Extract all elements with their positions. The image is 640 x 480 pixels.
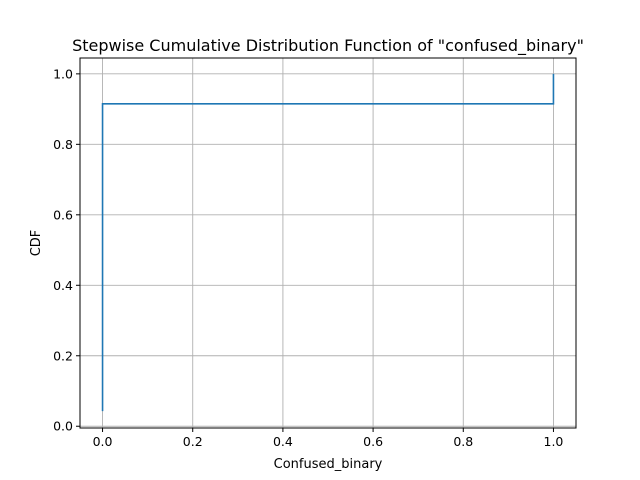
x-tick-label: 0.6 [363, 434, 383, 449]
y-tick-label: 0.4 [53, 278, 73, 293]
x-axis-label: Confused_binary [274, 457, 383, 472]
y-tick-label: 1.0 [53, 66, 73, 81]
plot-frame [79, 57, 577, 429]
x-tick-label: 0.2 [183, 434, 203, 449]
y-tick-label: 0.2 [53, 348, 73, 363]
x-tick-label: 1.0 [544, 434, 564, 449]
y-axis-label: CDF [29, 230, 44, 257]
y-tick-label: 0.6 [53, 207, 73, 222]
axis-ticks: 0.0 0.2 0.4 0.6 0.8 1.0 0.0 0.2 0.4 0.6 0.8 1.0 [53, 66, 563, 449]
cdf-step-line [101, 73, 555, 412]
x-tick-label: 0.4 [273, 434, 293, 449]
grid-lines [80, 58, 576, 428]
x-tick-label: 0.0 [93, 434, 113, 449]
y-tick-label: 0.0 [53, 419, 73, 434]
x-tick-label: 0.8 [453, 434, 473, 449]
series-layer [101, 73, 555, 412]
chart-title: Stepwise Cumulative Distribution Functio… [72, 36, 584, 56]
y-tick-label: 0.8 [53, 137, 73, 152]
